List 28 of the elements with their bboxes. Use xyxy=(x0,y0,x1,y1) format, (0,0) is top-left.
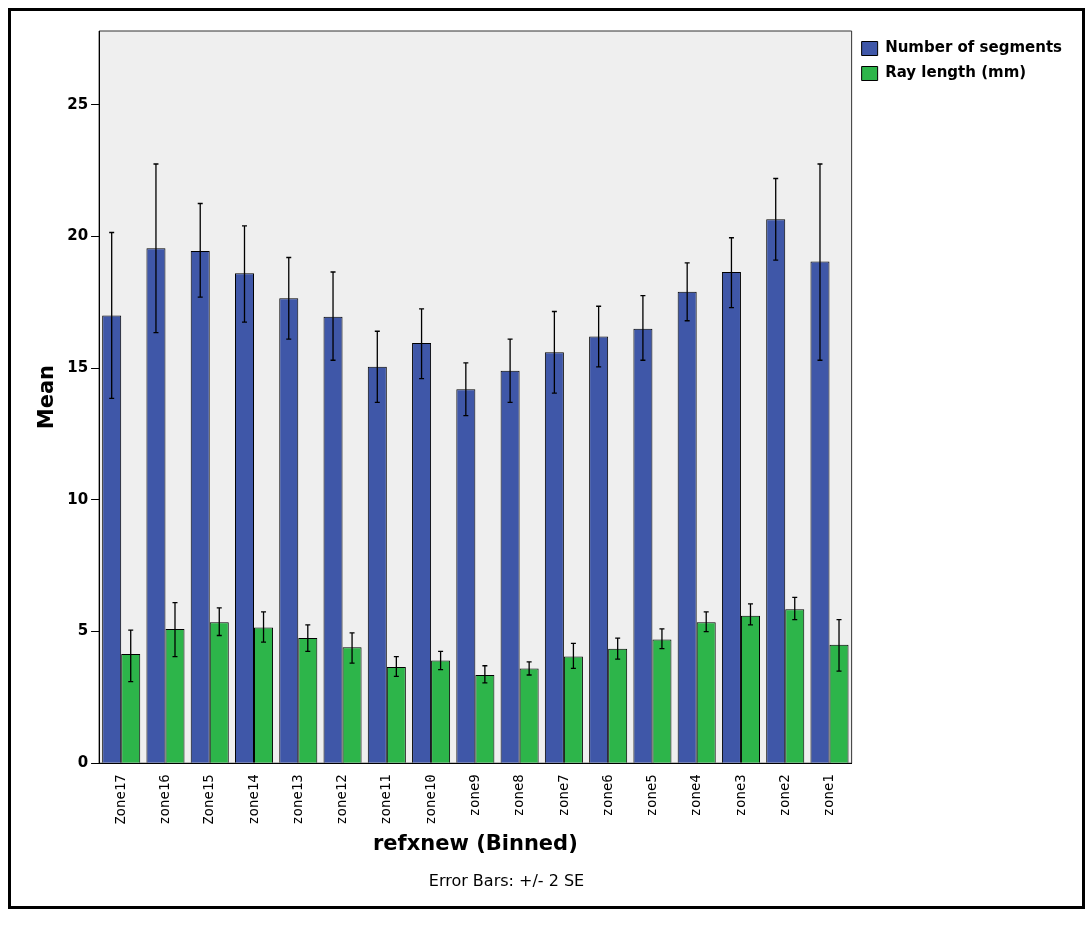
y-axis-title: Mean xyxy=(34,364,59,430)
x-tick-label: zone10 xyxy=(421,774,438,825)
x-tick-label: zone1 xyxy=(820,774,837,817)
x-tick-label: zone12 xyxy=(333,774,350,825)
y-tick-label: 5 xyxy=(77,621,89,640)
y-tick-label: 0 xyxy=(77,753,89,772)
x-tick-label: zone13 xyxy=(288,774,305,825)
text: Error Bars: +/- 2 SE xyxy=(427,871,586,892)
x-tick-label: zone3 xyxy=(731,774,748,817)
legend-label: Number of segments xyxy=(885,38,1063,57)
x-tick-label: Zone17 xyxy=(111,774,128,825)
x-tick-label: zone14 xyxy=(244,774,261,825)
y-tick-label: 20 xyxy=(67,226,89,245)
y-tick-label: 10 xyxy=(67,489,89,508)
x-tick-label: zone7 xyxy=(554,774,571,817)
y-tick-label: 15 xyxy=(67,358,89,377)
x-tick-label: zone8 xyxy=(510,774,527,817)
y-tick-label: 25 xyxy=(67,94,89,113)
x-tick-label: zone5 xyxy=(643,774,660,817)
x-axis-title: refxnew (Binned) xyxy=(372,830,578,855)
x-tick-label: zone4 xyxy=(687,774,704,817)
x-tick-label: zone2 xyxy=(775,774,792,817)
x-tick-label: zone9 xyxy=(466,774,482,817)
x-tick-label: zone16 xyxy=(156,774,173,825)
legend-label: Ray length (mm) xyxy=(885,63,1027,82)
x-tick-label: zone6 xyxy=(598,774,615,817)
x-tick-label: Zone15 xyxy=(200,774,217,825)
x-tick-label: zone11 xyxy=(377,774,394,825)
